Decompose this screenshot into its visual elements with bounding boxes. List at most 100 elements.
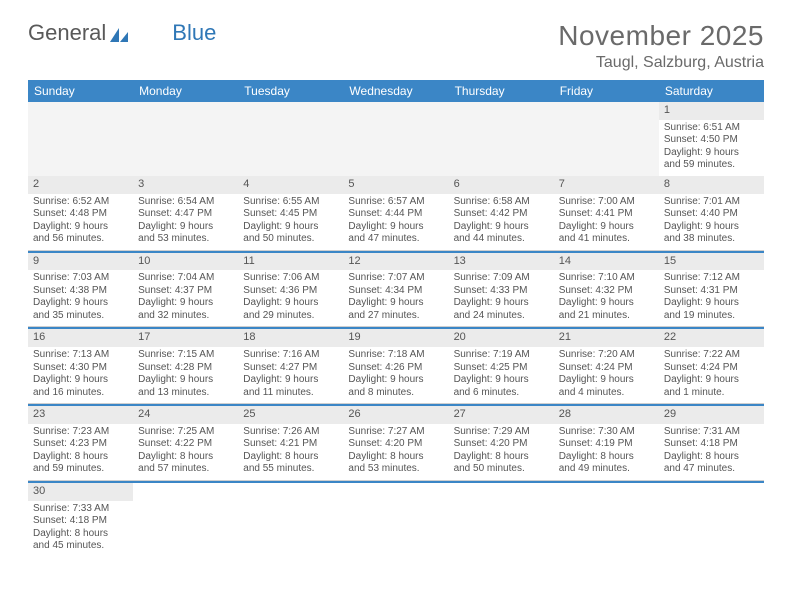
day-2: 2Sunrise: 6:52 AMSunset: 4:48 PMDaylight… xyxy=(28,176,133,250)
day-number: 24 xyxy=(133,406,238,424)
sunrise-text: Sunrise: 7:19 AM xyxy=(454,349,549,362)
sunset-text: Sunset: 4:20 PM xyxy=(454,438,549,451)
daylight-text: and 50 minutes. xyxy=(243,233,338,246)
day-10: 10Sunrise: 7:04 AMSunset: 4:37 PMDayligh… xyxy=(133,253,238,327)
sunset-text: Sunset: 4:47 PM xyxy=(138,208,233,221)
day-number: 5 xyxy=(343,176,448,194)
daylight-text: and 59 minutes. xyxy=(664,159,759,172)
sunrise-text: Sunrise: 7:33 AM xyxy=(33,503,128,516)
daylight-text: Daylight: 9 hours xyxy=(138,221,233,234)
day-11: 11Sunrise: 7:06 AMSunset: 4:36 PMDayligh… xyxy=(238,253,343,327)
day-20: 20Sunrise: 7:19 AMSunset: 4:25 PMDayligh… xyxy=(449,329,554,403)
sunrise-text: Sunrise: 7:18 AM xyxy=(348,349,443,362)
month-title: November 2025 xyxy=(558,20,764,52)
daylight-text: Daylight: 9 hours xyxy=(348,297,443,310)
sunrise-text: Sunrise: 7:04 AM xyxy=(138,272,233,285)
daylight-text: Daylight: 9 hours xyxy=(664,221,759,234)
daylight-text: Daylight: 9 hours xyxy=(33,221,128,234)
sunset-text: Sunset: 4:24 PM xyxy=(664,362,759,375)
daylight-text: and 27 minutes. xyxy=(348,310,443,323)
sunset-text: Sunset: 4:31 PM xyxy=(664,285,759,298)
sunrise-text: Sunrise: 7:16 AM xyxy=(243,349,338,362)
daylight-text: and 45 minutes. xyxy=(33,540,128,553)
sunrise-text: Sunrise: 7:07 AM xyxy=(348,272,443,285)
day-18: 18Sunrise: 7:16 AMSunset: 4:27 PMDayligh… xyxy=(238,329,343,403)
sunrise-text: Sunrise: 7:23 AM xyxy=(33,426,128,439)
dow-sunday: Sunday xyxy=(28,80,133,102)
empty-cell xyxy=(238,483,343,557)
sunrise-text: Sunrise: 7:26 AM xyxy=(243,426,338,439)
daylight-text: Daylight: 9 hours xyxy=(243,297,338,310)
daylight-text: and 6 minutes. xyxy=(454,387,549,400)
daylight-text: and 57 minutes. xyxy=(138,463,233,476)
daylight-text: and 44 minutes. xyxy=(454,233,549,246)
day-number: 15 xyxy=(659,253,764,271)
day-number: 20 xyxy=(449,329,554,347)
day-27: 27Sunrise: 7:29 AMSunset: 4:20 PMDayligh… xyxy=(449,406,554,480)
daylight-text: and 24 minutes. xyxy=(454,310,549,323)
title-block: November 2025 Taugl, Salzburg, Austria xyxy=(558,20,764,72)
day-number: 11 xyxy=(238,253,343,271)
daylight-text: Daylight: 8 hours xyxy=(243,451,338,464)
day-7: 7Sunrise: 7:00 AMSunset: 4:41 PMDaylight… xyxy=(554,176,659,250)
day-number: 29 xyxy=(659,406,764,424)
dow-wednesday: Wednesday xyxy=(343,80,448,102)
sunset-text: Sunset: 4:22 PM xyxy=(138,438,233,451)
daylight-text: Daylight: 9 hours xyxy=(348,374,443,387)
calendar-page: General Blue November 2025 Taugl, Salzbu… xyxy=(0,0,792,577)
daylight-text: and 11 minutes. xyxy=(243,387,338,400)
empty-cell xyxy=(238,102,343,176)
day-number: 2 xyxy=(28,176,133,194)
calendar-grid: SundayMondayTuesdayWednesdayThursdayFrid… xyxy=(28,80,764,557)
daylight-text: and 32 minutes. xyxy=(138,310,233,323)
day-21: 21Sunrise: 7:20 AMSunset: 4:24 PMDayligh… xyxy=(554,329,659,403)
daylight-text: and 47 minutes. xyxy=(664,463,759,476)
sunset-text: Sunset: 4:21 PM xyxy=(243,438,338,451)
day-number: 10 xyxy=(133,253,238,271)
day-number: 28 xyxy=(554,406,659,424)
day-15: 15Sunrise: 7:12 AMSunset: 4:31 PMDayligh… xyxy=(659,253,764,327)
sunset-text: Sunset: 4:23 PM xyxy=(33,438,128,451)
daylight-text: and 19 minutes. xyxy=(664,310,759,323)
day-30: 30Sunrise: 7:33 AMSunset: 4:18 PMDayligh… xyxy=(28,483,133,557)
empty-cell xyxy=(659,483,764,557)
day-number: 30 xyxy=(28,483,133,501)
dow-header: SundayMondayTuesdayWednesdayThursdayFrid… xyxy=(28,80,764,102)
sunset-text: Sunset: 4:48 PM xyxy=(33,208,128,221)
day-12: 12Sunrise: 7:07 AMSunset: 4:34 PMDayligh… xyxy=(343,253,448,327)
sunrise-text: Sunrise: 6:54 AM xyxy=(138,196,233,209)
daylight-text: Daylight: 8 hours xyxy=(664,451,759,464)
dow-thursday: Thursday xyxy=(449,80,554,102)
daylight-text: Daylight: 9 hours xyxy=(33,374,128,387)
week-row: 16Sunrise: 7:13 AMSunset: 4:30 PMDayligh… xyxy=(28,329,764,403)
daylight-text: and 56 minutes. xyxy=(33,233,128,246)
brand-logo: General Blue xyxy=(28,20,216,46)
daylight-text: Daylight: 9 hours xyxy=(138,374,233,387)
daylight-text: and 16 minutes. xyxy=(33,387,128,400)
day-number: 17 xyxy=(133,329,238,347)
daylight-text: and 50 minutes. xyxy=(454,463,549,476)
dow-friday: Friday xyxy=(554,80,659,102)
location: Taugl, Salzburg, Austria xyxy=(558,54,764,72)
sunset-text: Sunset: 4:20 PM xyxy=(348,438,443,451)
empty-cell xyxy=(343,483,448,557)
sunrise-text: Sunrise: 6:58 AM xyxy=(454,196,549,209)
daylight-text: and 1 minute. xyxy=(664,387,759,400)
sunset-text: Sunset: 4:18 PM xyxy=(664,438,759,451)
sunset-text: Sunset: 4:45 PM xyxy=(243,208,338,221)
sunrise-text: Sunrise: 7:03 AM xyxy=(33,272,128,285)
daylight-text: Daylight: 9 hours xyxy=(33,297,128,310)
day-14: 14Sunrise: 7:10 AMSunset: 4:32 PMDayligh… xyxy=(554,253,659,327)
daylight-text: Daylight: 9 hours xyxy=(454,221,549,234)
daylight-text: and 29 minutes. xyxy=(243,310,338,323)
sunrise-text: Sunrise: 7:15 AM xyxy=(138,349,233,362)
daylight-text: Daylight: 8 hours xyxy=(33,528,128,541)
daylight-text: Daylight: 9 hours xyxy=(243,374,338,387)
day-19: 19Sunrise: 7:18 AMSunset: 4:26 PMDayligh… xyxy=(343,329,448,403)
day-number: 23 xyxy=(28,406,133,424)
sunset-text: Sunset: 4:36 PM xyxy=(243,285,338,298)
daylight-text: and 55 minutes. xyxy=(243,463,338,476)
sunrise-text: Sunrise: 7:09 AM xyxy=(454,272,549,285)
sunset-text: Sunset: 4:19 PM xyxy=(559,438,654,451)
daylight-text: Daylight: 9 hours xyxy=(664,374,759,387)
